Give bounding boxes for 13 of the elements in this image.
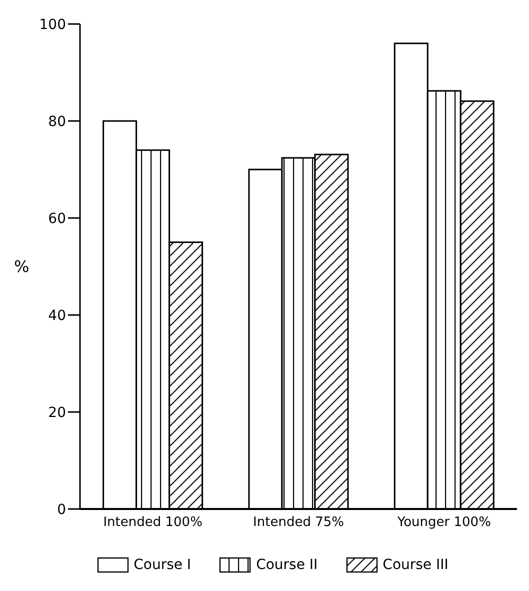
y-tick-label: 0 xyxy=(57,502,66,518)
legend-label: Course II xyxy=(256,557,318,573)
y-tick-label: 100 xyxy=(39,16,66,33)
x-tick-label: Intended 75% xyxy=(253,515,344,530)
y-tick-label: 20 xyxy=(48,404,66,421)
y-tick-label: 40 xyxy=(48,308,66,324)
legend-label: Course I xyxy=(134,557,192,573)
x-tick-label: Intended 100% xyxy=(103,515,202,530)
y-tick-label: 80 xyxy=(48,114,66,130)
y-axis-title: % xyxy=(14,257,30,276)
legend-label: Course III xyxy=(382,557,448,573)
x-tick-label: Younger 100% xyxy=(396,515,491,530)
y-tick-label: 60 xyxy=(48,210,66,227)
